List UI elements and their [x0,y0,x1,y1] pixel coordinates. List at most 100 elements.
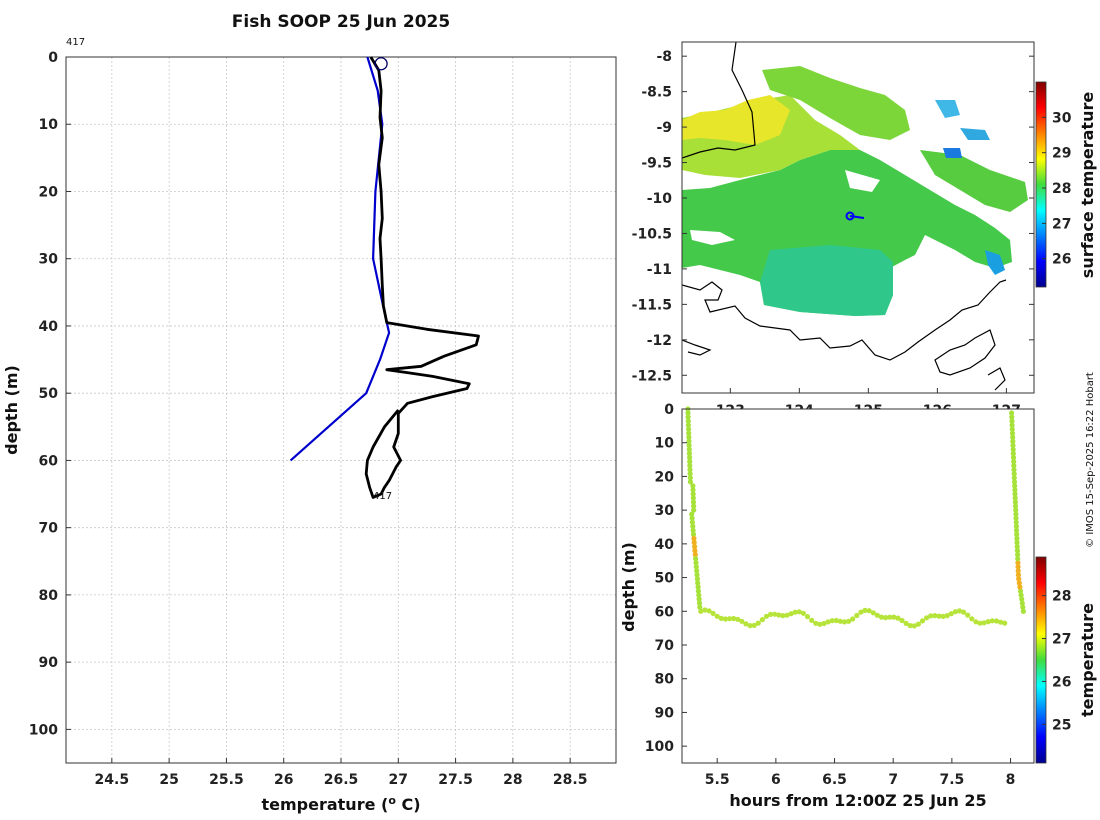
scatter-point [989,618,995,624]
y-tick-label: 50 [39,386,59,402]
y-tick-label: 90 [39,655,59,671]
scatter-point [1013,519,1019,525]
scatter-point [693,556,699,562]
scatter-point [1012,483,1018,489]
scatter-y-tick-label: 50 [655,571,675,587]
scatter-point [919,618,926,624]
scatter-point [940,613,946,620]
scatter-point [1012,499,1019,505]
scatter-point [755,620,761,626]
scatter-point [731,615,737,622]
scatter-point [907,623,913,629]
scatter-point [697,604,703,610]
scatter-point [1014,531,1020,538]
sst-field-north-patch [762,66,910,140]
scatter-point [1009,430,1016,436]
scatter-point [1012,487,1018,493]
y-tick-label: 10 [39,117,59,133]
scatter-point [874,612,881,618]
scatter-point [689,511,695,517]
scatter-point [696,596,702,602]
scatter-point [837,618,844,624]
scatter-point [1013,515,1019,521]
scatter-point [1015,568,1021,574]
scatter-point [1010,446,1016,453]
scatter-point [870,610,876,616]
map-frame [681,41,1035,394]
scatter-point [1016,580,1022,586]
scatter-x-tick-label: 6 [771,772,781,788]
scatter-point [1019,600,1025,606]
scatter-point [696,600,703,606]
coastline-south [682,279,1007,361]
scatter-point [691,503,697,509]
scatter-point [686,434,692,440]
scatter-point [687,471,693,477]
profile-id-label-top: 417 [66,37,85,48]
scatter-point [751,622,757,629]
map-lat-tick-label: -9 [656,120,672,136]
scatter-point [1009,418,1015,424]
scatter-point [1009,422,1015,428]
scatter-point [924,615,930,621]
sst-colorbar-tick-label: 27 [1052,216,1071,232]
sst-colorbar-tick-label: 29 [1052,146,1071,162]
scatter-point [739,618,745,624]
scatter-point [1014,539,1020,546]
scatter-point [1017,588,1024,594]
scatter-point [932,613,938,619]
scatter-y-tick-label: 0 [664,402,674,418]
scatter-point [969,616,975,622]
sst-cool-north-east-2 [960,128,990,140]
scatter-point [928,613,934,619]
scatter-point [690,499,697,505]
scatter-point [866,608,872,614]
scatter-point [776,612,782,618]
scatter-point [985,619,991,625]
y-tick-label: 80 [39,588,59,604]
scatter-point [695,588,702,594]
scatter-point [687,463,693,469]
sst-field-northwest-yellow [682,95,790,145]
scatter-point [690,487,696,493]
scatter-point [821,620,827,627]
y-tick-label: 70 [39,521,59,537]
scatter-point [804,614,811,620]
scatter-point [687,475,693,481]
scatter-point [691,535,697,542]
scatter-point [763,613,770,619]
scatter-y-tick-label: 90 [655,705,675,721]
scatter-point [883,615,889,621]
scatter-point [887,614,893,620]
y-axis-label: depth (m) [2,365,21,455]
map-lat-tick-label: -11 [647,262,672,278]
scatter-y-tick-label: 80 [655,672,675,688]
scatter-point [726,616,733,622]
map-lat-tick-label: -10.5 [632,226,672,242]
scatter-point [1014,544,1020,550]
scatter-y-tick-label: 70 [655,638,675,654]
scatter-point [687,459,693,465]
scatter-point [1013,507,1019,513]
scatter-point [692,548,698,554]
scatter-point [846,618,852,624]
scatter-point [686,438,692,444]
scatter-x-tick-label: 8 [1006,772,1016,788]
scatter-point [850,616,856,622]
scatter-point [690,495,696,501]
scatter-point [691,507,697,513]
scatter-point [1013,527,1020,534]
scatter-point [1009,426,1015,432]
x-tick-label: 28.5 [553,772,588,788]
x-tick-label: 26 [274,772,293,788]
temperature-colorbar [1035,556,1047,764]
scatter-point [690,523,696,529]
scatter-point [936,613,942,619]
scatter-point [813,620,819,626]
profile-start-marker [374,57,388,71]
sst-cool-north-east [935,100,960,118]
scatter-point [788,611,794,617]
scatter-point [1014,548,1021,554]
